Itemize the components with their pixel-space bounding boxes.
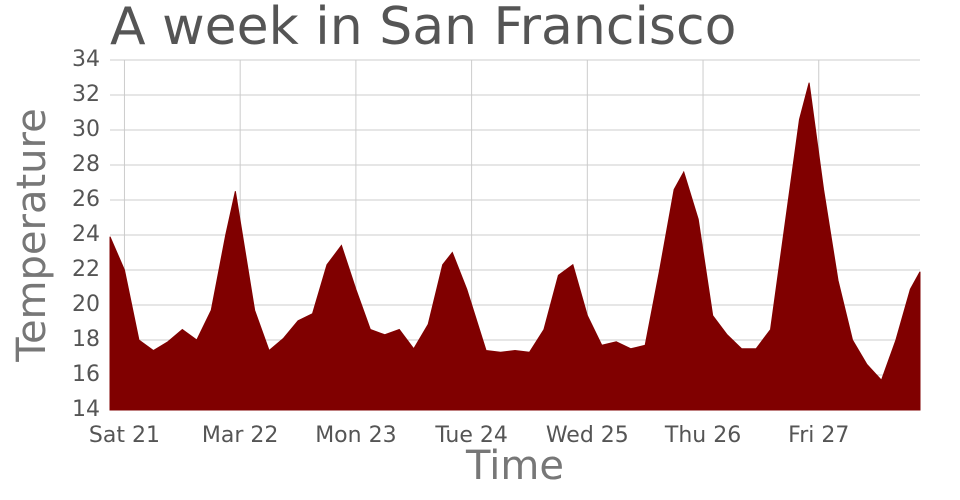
y-tick-label: 20	[72, 292, 100, 317]
y-tick-label: 16	[72, 362, 100, 387]
y-tick-label: 34	[72, 47, 100, 72]
x-tick-label: Mar 22	[202, 423, 279, 448]
y-tick-label: 14	[72, 397, 100, 422]
x-tick-label: Sat 21	[89, 423, 160, 448]
y-tick-label: 24	[72, 222, 100, 247]
x-tick-label: Thu 26	[664, 423, 741, 448]
chart-title: A week in San Francisco	[110, 0, 736, 57]
x-axis-label: Time	[465, 443, 564, 489]
x-tick-label: Wed 25	[546, 423, 629, 448]
x-tick-label: Tue 24	[434, 423, 508, 448]
y-axis-label: Temperature	[9, 108, 55, 362]
y-tick-label: 28	[72, 152, 100, 177]
x-tick-label: Fri 27	[788, 423, 849, 448]
y-tick-label: 22	[72, 257, 100, 282]
x-tick-label: Mon 23	[315, 423, 396, 448]
y-tick-label: 26	[72, 187, 100, 212]
y-tick-label: 32	[72, 82, 100, 107]
y-tick-label: 30	[72, 117, 100, 142]
area	[109, 82, 921, 411]
y-tick-label: 18	[72, 327, 100, 352]
